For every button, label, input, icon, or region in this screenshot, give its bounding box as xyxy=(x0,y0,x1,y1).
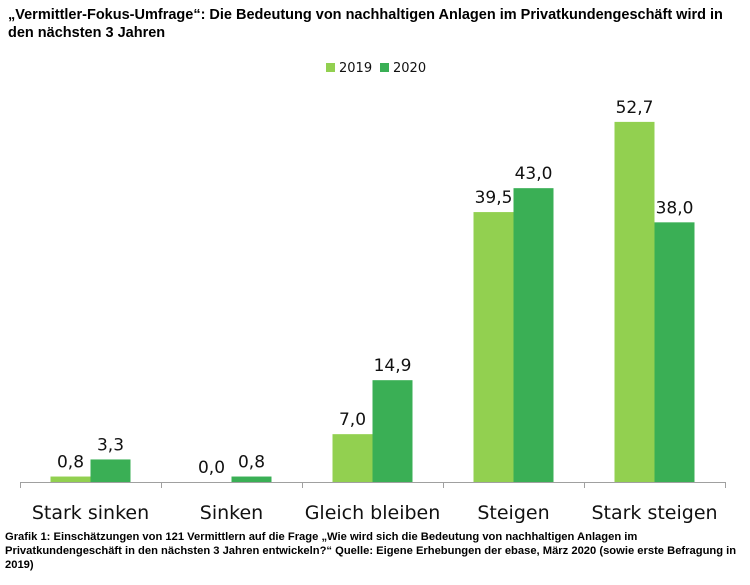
bar-2019-3 xyxy=(473,212,514,483)
legend-swatch-2019 xyxy=(326,63,335,72)
value-label-2020-4: 38,0 xyxy=(656,198,694,218)
category-label-0: Stark sinken xyxy=(32,502,149,524)
bar-2019-0 xyxy=(50,476,91,482)
value-label-2020-3: 43,0 xyxy=(515,164,553,184)
legend: 2019 2020 xyxy=(326,61,426,76)
bar-2020-4 xyxy=(654,222,695,483)
category-label-2: Gleich bleiben xyxy=(305,502,441,524)
value-label-2019-3: 39,5 xyxy=(475,188,513,208)
value-label-2019-1: 0,0 xyxy=(198,458,225,478)
category-labels-group: Stark sinken Sinken Gleich bleiben Steigen S… xyxy=(20,482,726,524)
bar-2020-2 xyxy=(372,380,413,482)
bars-group xyxy=(50,121,695,483)
legend-label-2019: 2019 xyxy=(339,61,372,76)
value-label-2020-2: 14,9 xyxy=(374,356,412,376)
bar-2020-3 xyxy=(513,188,554,482)
chart-title: „Vermittler-Fokus-Umfrage“: Die Bedeutun… xyxy=(8,7,723,41)
value-label-2020-0: 3,3 xyxy=(97,435,124,455)
bar-2019-2 xyxy=(332,434,373,482)
bar-2020-0 xyxy=(90,459,131,482)
bar-2020-1 xyxy=(231,476,272,482)
legend-swatch-2020 xyxy=(380,63,389,72)
legend-label-2020: 2020 xyxy=(393,61,426,76)
value-label-2019-4: 52,7 xyxy=(616,98,654,118)
category-label-1: Sinken xyxy=(200,502,263,524)
category-label-4: Stark steigen xyxy=(591,502,717,524)
value-label-2019-0: 0,8 xyxy=(57,453,84,473)
figure-caption: Grafik 1: Einschätzungen von 121 Vermitt… xyxy=(5,531,737,571)
category-label-3: Steigen xyxy=(477,502,549,524)
bar-2019-4 xyxy=(614,121,655,482)
value-label-2019-2: 7,0 xyxy=(339,410,366,430)
value-labels-group: 0,8 3,3 0,0 0,8 7,0 14,9 39,543,0 52,7 38,0 xyxy=(57,98,693,478)
value-label-2020-1: 0,8 xyxy=(238,453,265,473)
